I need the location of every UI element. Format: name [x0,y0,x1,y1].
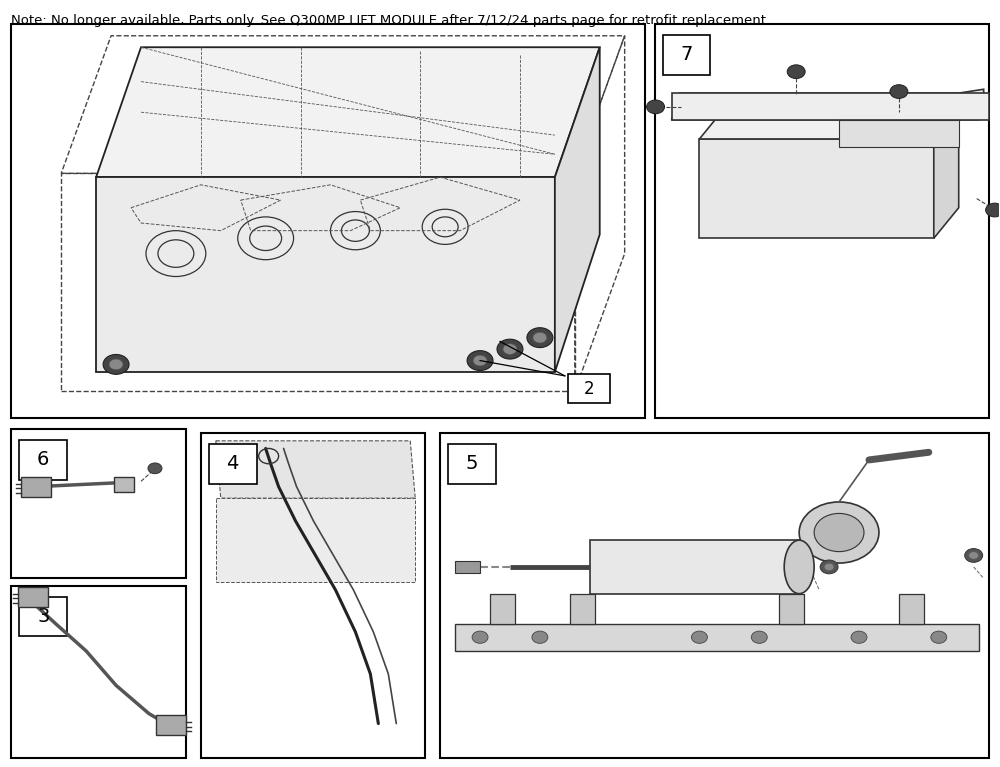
Circle shape [969,551,979,559]
Text: 2: 2 [583,380,594,398]
Polygon shape [216,498,415,582]
Circle shape [472,631,488,644]
Circle shape [890,84,908,98]
Polygon shape [699,108,959,139]
Circle shape [533,332,547,343]
Bar [19,597,67,637]
Polygon shape [216,441,415,498]
Circle shape [503,344,517,354]
Circle shape [931,631,947,644]
Ellipse shape [784,540,814,594]
Circle shape [824,563,834,571]
Text: Note: No longer available, Parts only. See Q300MP LIFT MODULE after 7/12/24 part: Note: No longer available, Parts only. S… [11,15,770,28]
Polygon shape [96,177,555,372]
Circle shape [986,203,1000,217]
Bar [590,540,799,594]
Polygon shape [455,561,480,573]
Text: 4: 4 [227,454,239,473]
Circle shape [527,328,553,347]
Bar [570,594,595,624]
Circle shape [647,100,665,114]
Circle shape [799,502,879,563]
Circle shape [532,631,548,644]
Circle shape [103,354,129,374]
Polygon shape [934,108,959,239]
Text: 3: 3 [37,607,49,626]
Circle shape [497,339,523,359]
Circle shape [751,631,767,644]
Bar [114,477,134,492]
Circle shape [467,351,493,370]
Bar [440,433,989,758]
Circle shape [965,548,983,562]
Polygon shape [455,624,979,651]
Circle shape [851,631,867,644]
Bar [21,477,51,496]
Bar [663,35,710,74]
Circle shape [691,631,707,644]
Circle shape [814,513,864,551]
Bar [11,25,645,418]
Polygon shape [839,120,959,146]
Circle shape [148,463,162,474]
Bar [201,433,425,758]
Bar [156,715,186,735]
Polygon shape [699,139,934,239]
Bar [655,25,989,418]
Bar [568,374,610,403]
Polygon shape [555,48,600,372]
Bar [779,594,804,624]
Bar [18,587,48,607]
Circle shape [820,560,838,574]
Polygon shape [672,89,984,120]
Polygon shape [96,48,600,177]
Text: 7: 7 [680,45,693,64]
Circle shape [787,65,805,78]
Circle shape [473,355,487,366]
Bar [209,444,257,484]
Text: 6: 6 [37,450,49,469]
Bar [899,594,924,624]
Bar [448,444,496,484]
Polygon shape [672,93,989,120]
Bar [19,440,67,480]
Bar [11,586,186,758]
Text: 5: 5 [466,454,478,473]
Circle shape [109,359,123,370]
Bar [490,594,515,624]
Bar [11,430,186,578]
